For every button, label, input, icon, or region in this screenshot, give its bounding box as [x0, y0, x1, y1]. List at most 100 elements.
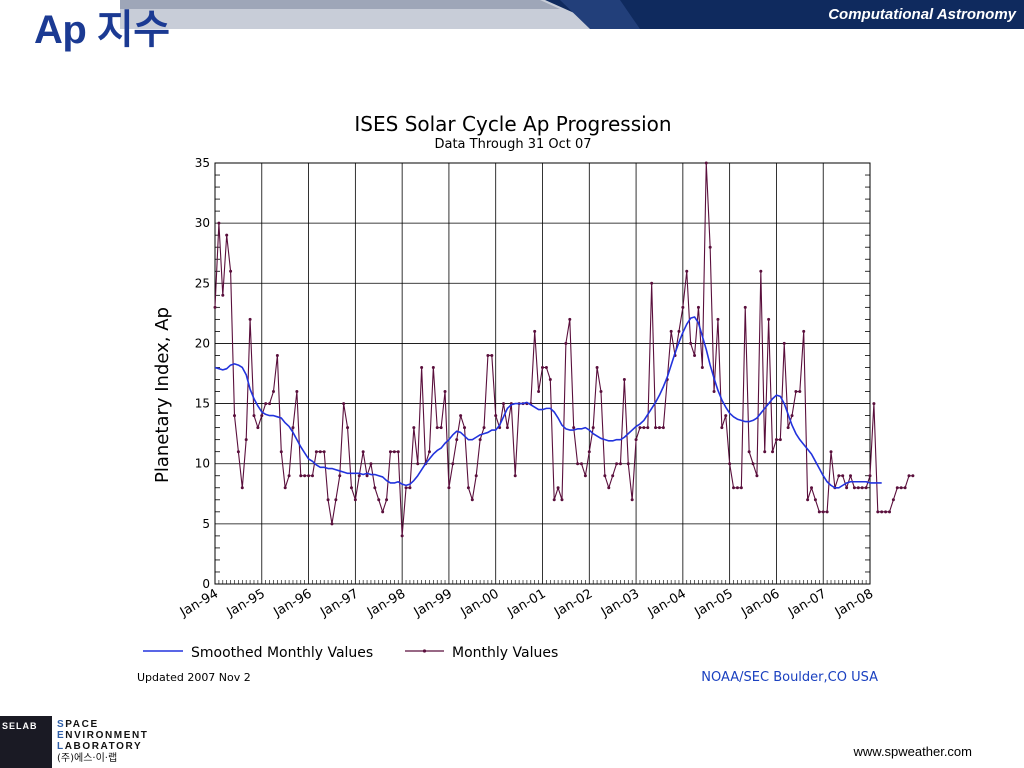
- logo-korean-name: (주)에스·이·랩: [57, 753, 118, 764]
- data-point: [681, 305, 685, 309]
- data-point: [490, 353, 494, 357]
- data-point: [466, 486, 470, 490]
- data-point: [771, 450, 775, 454]
- data-point: [252, 414, 256, 418]
- data-point: [256, 426, 260, 430]
- data-point: [373, 486, 377, 490]
- data-point: [712, 390, 716, 394]
- data-point: [739, 486, 743, 490]
- chart-title: ISES Solar Cycle Ap Progression: [354, 112, 671, 136]
- data-point: [887, 510, 891, 514]
- data-point: [607, 486, 611, 490]
- data-point: [611, 474, 615, 478]
- tick-marks: [215, 174, 870, 584]
- data-point: [642, 426, 646, 430]
- data-point: [334, 498, 338, 502]
- data-point: [817, 510, 821, 514]
- data-point: [271, 390, 275, 394]
- data-point: [221, 293, 225, 297]
- data-point: [774, 438, 778, 442]
- data-point: [240, 486, 244, 490]
- series-smoothed: [214, 316, 882, 489]
- data-point: [486, 353, 490, 357]
- logo-line-environment: ENVIRONMENT: [57, 731, 149, 741]
- x-tick-label: Jan-03: [598, 586, 642, 620]
- data-point: [790, 414, 794, 418]
- logo-rest-environment: NVIRONMENT: [65, 730, 149, 741]
- x-tick-label: Jan-98: [364, 586, 408, 620]
- data-point: [537, 390, 541, 394]
- data-point: [502, 402, 506, 406]
- data-point: [751, 462, 755, 466]
- data-point: [408, 486, 412, 490]
- x-tick-label: Jan-00: [458, 586, 502, 620]
- data-point: [638, 426, 642, 430]
- data-point: [268, 402, 272, 406]
- data-point: [420, 365, 424, 369]
- y-tick-label: 10: [195, 457, 210, 471]
- data-point: [435, 426, 439, 430]
- data-point: [279, 450, 283, 454]
- data-point: [568, 317, 572, 321]
- data-point: [868, 474, 872, 478]
- data-point: [349, 486, 353, 490]
- data-point: [330, 522, 334, 526]
- data-point: [392, 450, 396, 454]
- selab-logo-mark-text: SELAB: [2, 721, 38, 731]
- x-tick-label: Jan-04: [645, 586, 689, 620]
- data-point: [767, 317, 771, 321]
- data-point: [229, 269, 233, 273]
- data-point: [447, 486, 451, 490]
- logo-rest-space: PACE: [65, 719, 99, 730]
- data-point: [287, 474, 291, 478]
- data-point: [342, 402, 346, 406]
- data-point: [693, 353, 697, 357]
- data-point: [860, 486, 864, 490]
- legend-smoothed-label: Smoothed Monthly Values: [191, 645, 373, 661]
- x-tick-label: Jan-06: [738, 586, 782, 620]
- data-point: [595, 365, 599, 369]
- data-point: [763, 450, 767, 454]
- data-point: [837, 474, 841, 478]
- data-point: [615, 462, 619, 466]
- data-point: [322, 450, 326, 454]
- data-point: [576, 462, 580, 466]
- course-label: Computational Astronomy: [828, 6, 1016, 23]
- grid: [214, 162, 871, 585]
- data-point: [864, 486, 868, 490]
- data-point: [845, 486, 849, 490]
- data-point: [552, 498, 556, 502]
- data-point: [603, 474, 607, 478]
- logo-cap-e: E: [57, 730, 66, 741]
- data-point: [634, 438, 638, 442]
- source-note: NOAA/SEC Boulder,CO USA: [701, 670, 878, 685]
- data-point: [455, 438, 459, 442]
- y-tick-label: 5: [202, 517, 210, 531]
- data-point: [505, 426, 509, 430]
- data-point: [825, 510, 829, 514]
- chart: ISES Solar Cycle Ap Progression Data Thr…: [137, 112, 915, 685]
- data-point: [587, 450, 591, 454]
- data-point: [880, 510, 884, 514]
- x-tick-label: Jan-95: [224, 586, 268, 620]
- data-point: [806, 498, 810, 502]
- data-point: [400, 534, 404, 538]
- x-tick-label: Jan-05: [692, 586, 736, 620]
- x-tick-labels: Jan-94 Jan-95 Jan-96 Jan-97 Jan-98 Jan-99 Jan-…: [177, 586, 876, 620]
- slide-title: Ap 지수: [34, 8, 170, 52]
- data-point: [431, 365, 435, 369]
- data-point: [903, 486, 907, 490]
- data-point: [303, 474, 307, 478]
- data-point: [646, 426, 650, 430]
- data-point: [513, 474, 517, 478]
- data-point: [669, 329, 673, 333]
- x-tick-label: Jan-94: [177, 586, 221, 620]
- data-point: [275, 353, 279, 357]
- data-point: [654, 426, 658, 430]
- data-point: [813, 498, 817, 502]
- data-point: [728, 462, 732, 466]
- data-point: [361, 450, 365, 454]
- series-monthly: [213, 161, 915, 538]
- data-point: [260, 414, 264, 418]
- y-tick-label: 25: [195, 276, 210, 290]
